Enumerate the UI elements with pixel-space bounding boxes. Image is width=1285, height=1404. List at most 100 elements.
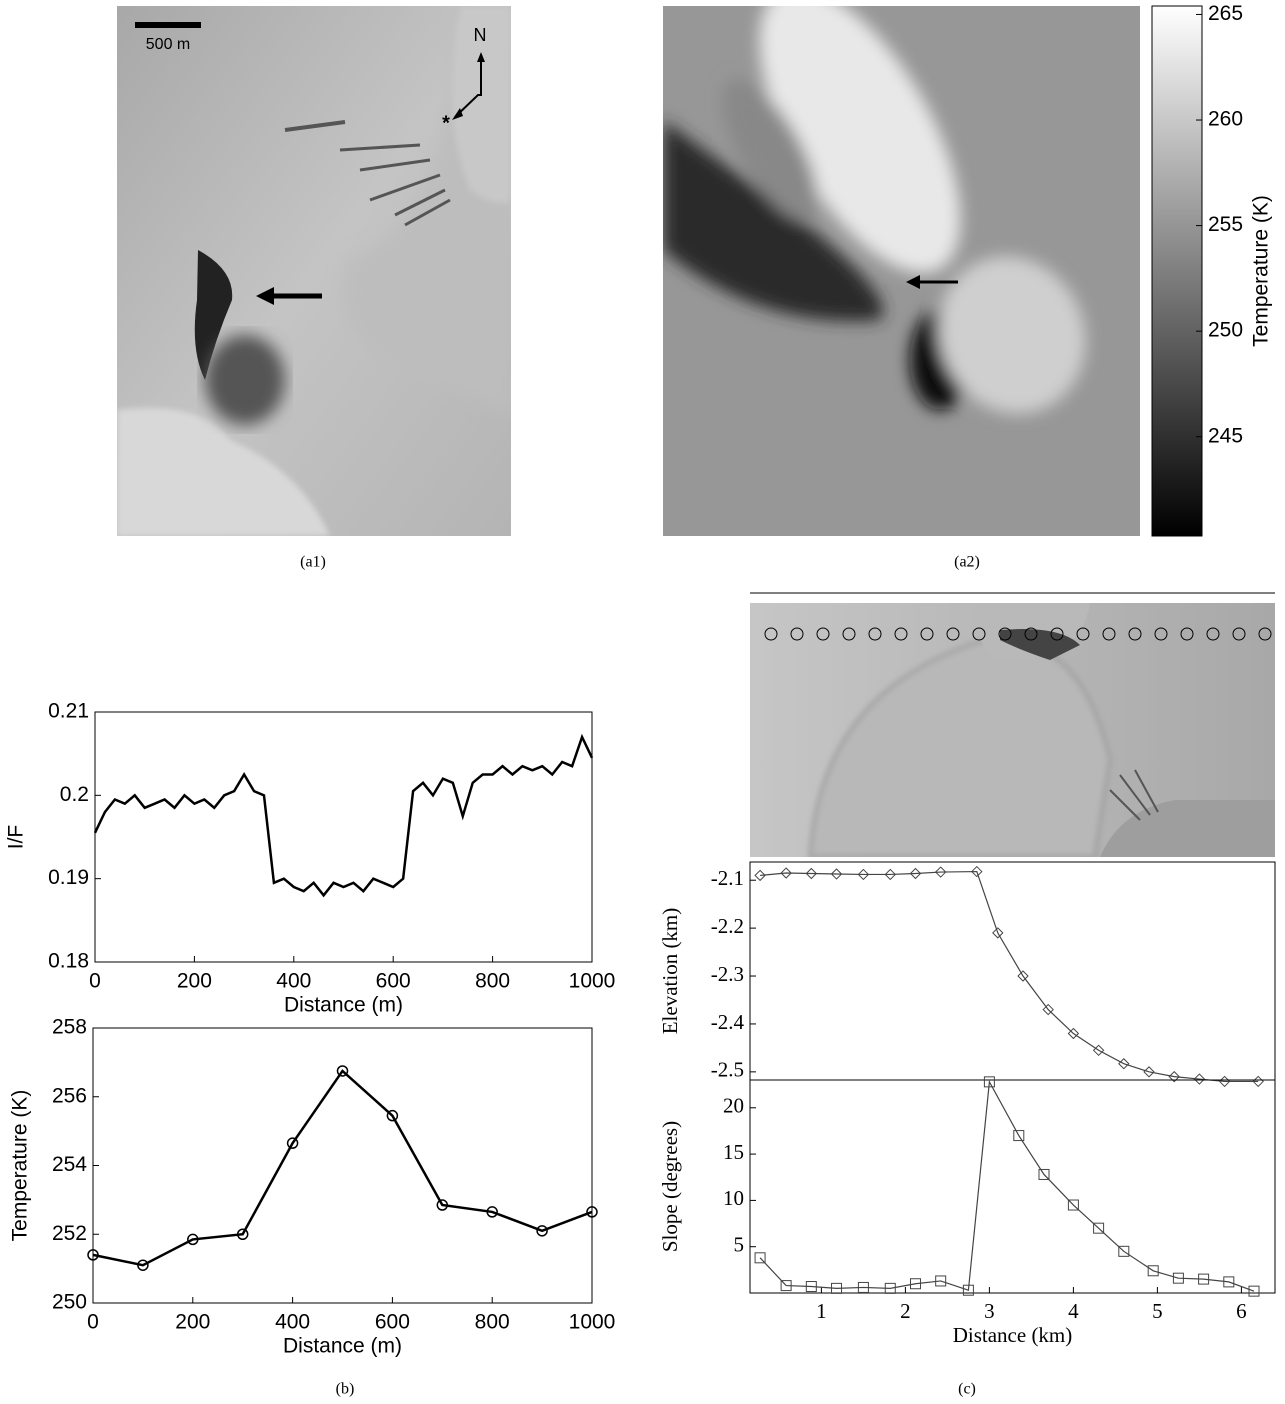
marker <box>780 1280 792 1292</box>
marker <box>934 866 947 878</box>
y-tick-label: 256 <box>52 1084 87 1107</box>
marker <box>754 1252 766 1264</box>
marker <box>805 867 818 880</box>
caption: (a1) <box>300 554 326 571</box>
x-tick-label: 1 <box>816 1299 827 1323</box>
marker <box>830 868 843 880</box>
plot-frame <box>94 711 593 963</box>
data-line <box>93 733 594 898</box>
marker <box>935 1275 947 1287</box>
y-tick-label: 250 <box>1208 319 1243 342</box>
y-axis-label: Slope (degrees) <box>658 1121 682 1252</box>
x-tick-label: 2 <box>900 1299 911 1323</box>
north-label: N <box>474 25 487 45</box>
marker <box>1067 1027 1080 1040</box>
y-tick-label: 245 <box>1208 424 1243 447</box>
x-tick-label: 800 <box>475 1311 510 1334</box>
marker <box>137 1259 149 1271</box>
marker <box>436 1199 449 1211</box>
marker <box>884 868 896 881</box>
y-tick-label: -2.5 <box>711 1058 744 1082</box>
y-axis-label: I/F <box>5 825 28 850</box>
y-tick-label: 0.2 <box>60 783 89 806</box>
marker <box>1013 1130 1025 1142</box>
marker <box>1118 1058 1130 1070</box>
marker <box>1143 1066 1155 1078</box>
y-tick-label: -2.3 <box>711 962 744 986</box>
x-tick-label: 6 <box>1236 1299 1247 1323</box>
marker <box>1223 1276 1235 1288</box>
plot-frame <box>92 1027 593 1304</box>
caption: (c) <box>958 1381 976 1398</box>
x-tick-label: 200 <box>177 970 212 993</box>
x-tick-label: 800 <box>475 970 510 993</box>
y-tick-label: 0.19 <box>48 866 89 889</box>
y-tick-label: 10 <box>723 1186 744 1210</box>
marker <box>962 1284 974 1296</box>
x-tick-label: 600 <box>376 970 411 993</box>
marker <box>884 1282 896 1294</box>
y-tick-label: 265 <box>1208 2 1243 25</box>
image-a1 <box>117 6 511 536</box>
x-tick-label: 5 <box>1152 1299 1163 1323</box>
y-axis-label: Temperature (K) <box>1250 195 1273 347</box>
data-line <box>759 1079 1255 1292</box>
marker <box>1093 1222 1105 1234</box>
marker <box>992 927 1004 939</box>
y-tick-label: -2.1 <box>711 866 744 890</box>
x-tick-label: 600 <box>375 1311 410 1334</box>
x-tick-label: 4 <box>1068 1299 1079 1323</box>
marker <box>586 1206 598 1218</box>
x-tick-label: 0 <box>89 970 101 993</box>
y-tick-label: 15 <box>723 1140 744 1164</box>
plot-frame <box>749 861 1276 1081</box>
marker <box>1168 1070 1180 1083</box>
marker <box>983 1076 995 1088</box>
x-tick-label: 400 <box>275 1311 310 1334</box>
y-tick-label: 250 <box>52 1291 87 1314</box>
y-tick-label: 258 <box>52 1016 87 1039</box>
marker <box>971 865 983 878</box>
marker-label: * <box>442 112 450 134</box>
x-axis-label: Distance (m) <box>283 1335 402 1358</box>
x-tick-label: 400 <box>276 970 311 993</box>
x-tick-label: 0 <box>87 1311 99 1334</box>
caption: (b) <box>336 1381 355 1398</box>
y-tick-label: 252 <box>52 1222 87 1245</box>
marker <box>1092 1044 1105 1056</box>
y-tick-label: 5 <box>734 1233 745 1257</box>
y-tick-label: -2.4 <box>711 1010 745 1034</box>
y-tick-label: 254 <box>52 1153 87 1176</box>
data-line <box>92 1069 593 1267</box>
y-tick-label: 20 <box>723 1094 744 1118</box>
y-axis-label: Temperature (K) <box>9 1090 32 1242</box>
x-tick-label: 1000 <box>569 1311 616 1334</box>
marker <box>1172 1272 1184 1284</box>
marker <box>1147 1265 1159 1277</box>
marker <box>831 1282 843 1294</box>
x-axis-label: Distance (m) <box>284 994 403 1017</box>
image-c <box>750 603 1275 857</box>
marker <box>857 868 870 881</box>
marker <box>87 1249 99 1261</box>
y-tick-label: -2.2 <box>711 914 744 938</box>
x-tick-label: 1000 <box>569 970 616 993</box>
marker <box>1198 1273 1210 1285</box>
y-tick-label: 260 <box>1208 108 1243 131</box>
marker <box>857 1281 869 1293</box>
y-tick-label: 255 <box>1208 213 1243 236</box>
image-a2 <box>663 6 1140 536</box>
x-tick-label: 3 <box>984 1299 995 1323</box>
colorbar <box>1151 5 1203 537</box>
marker <box>386 1109 399 1122</box>
data-line <box>760 870 1259 1083</box>
marker <box>780 867 792 879</box>
x-axis-label: Distance (km) <box>953 1323 1073 1347</box>
marker <box>1118 1245 1130 1257</box>
x-tick-label: 200 <box>175 1311 210 1334</box>
marker <box>1248 1285 1260 1297</box>
marker <box>1193 1073 1206 1085</box>
y-tick-label: 0.21 <box>48 700 89 723</box>
marker <box>1042 1003 1054 1016</box>
